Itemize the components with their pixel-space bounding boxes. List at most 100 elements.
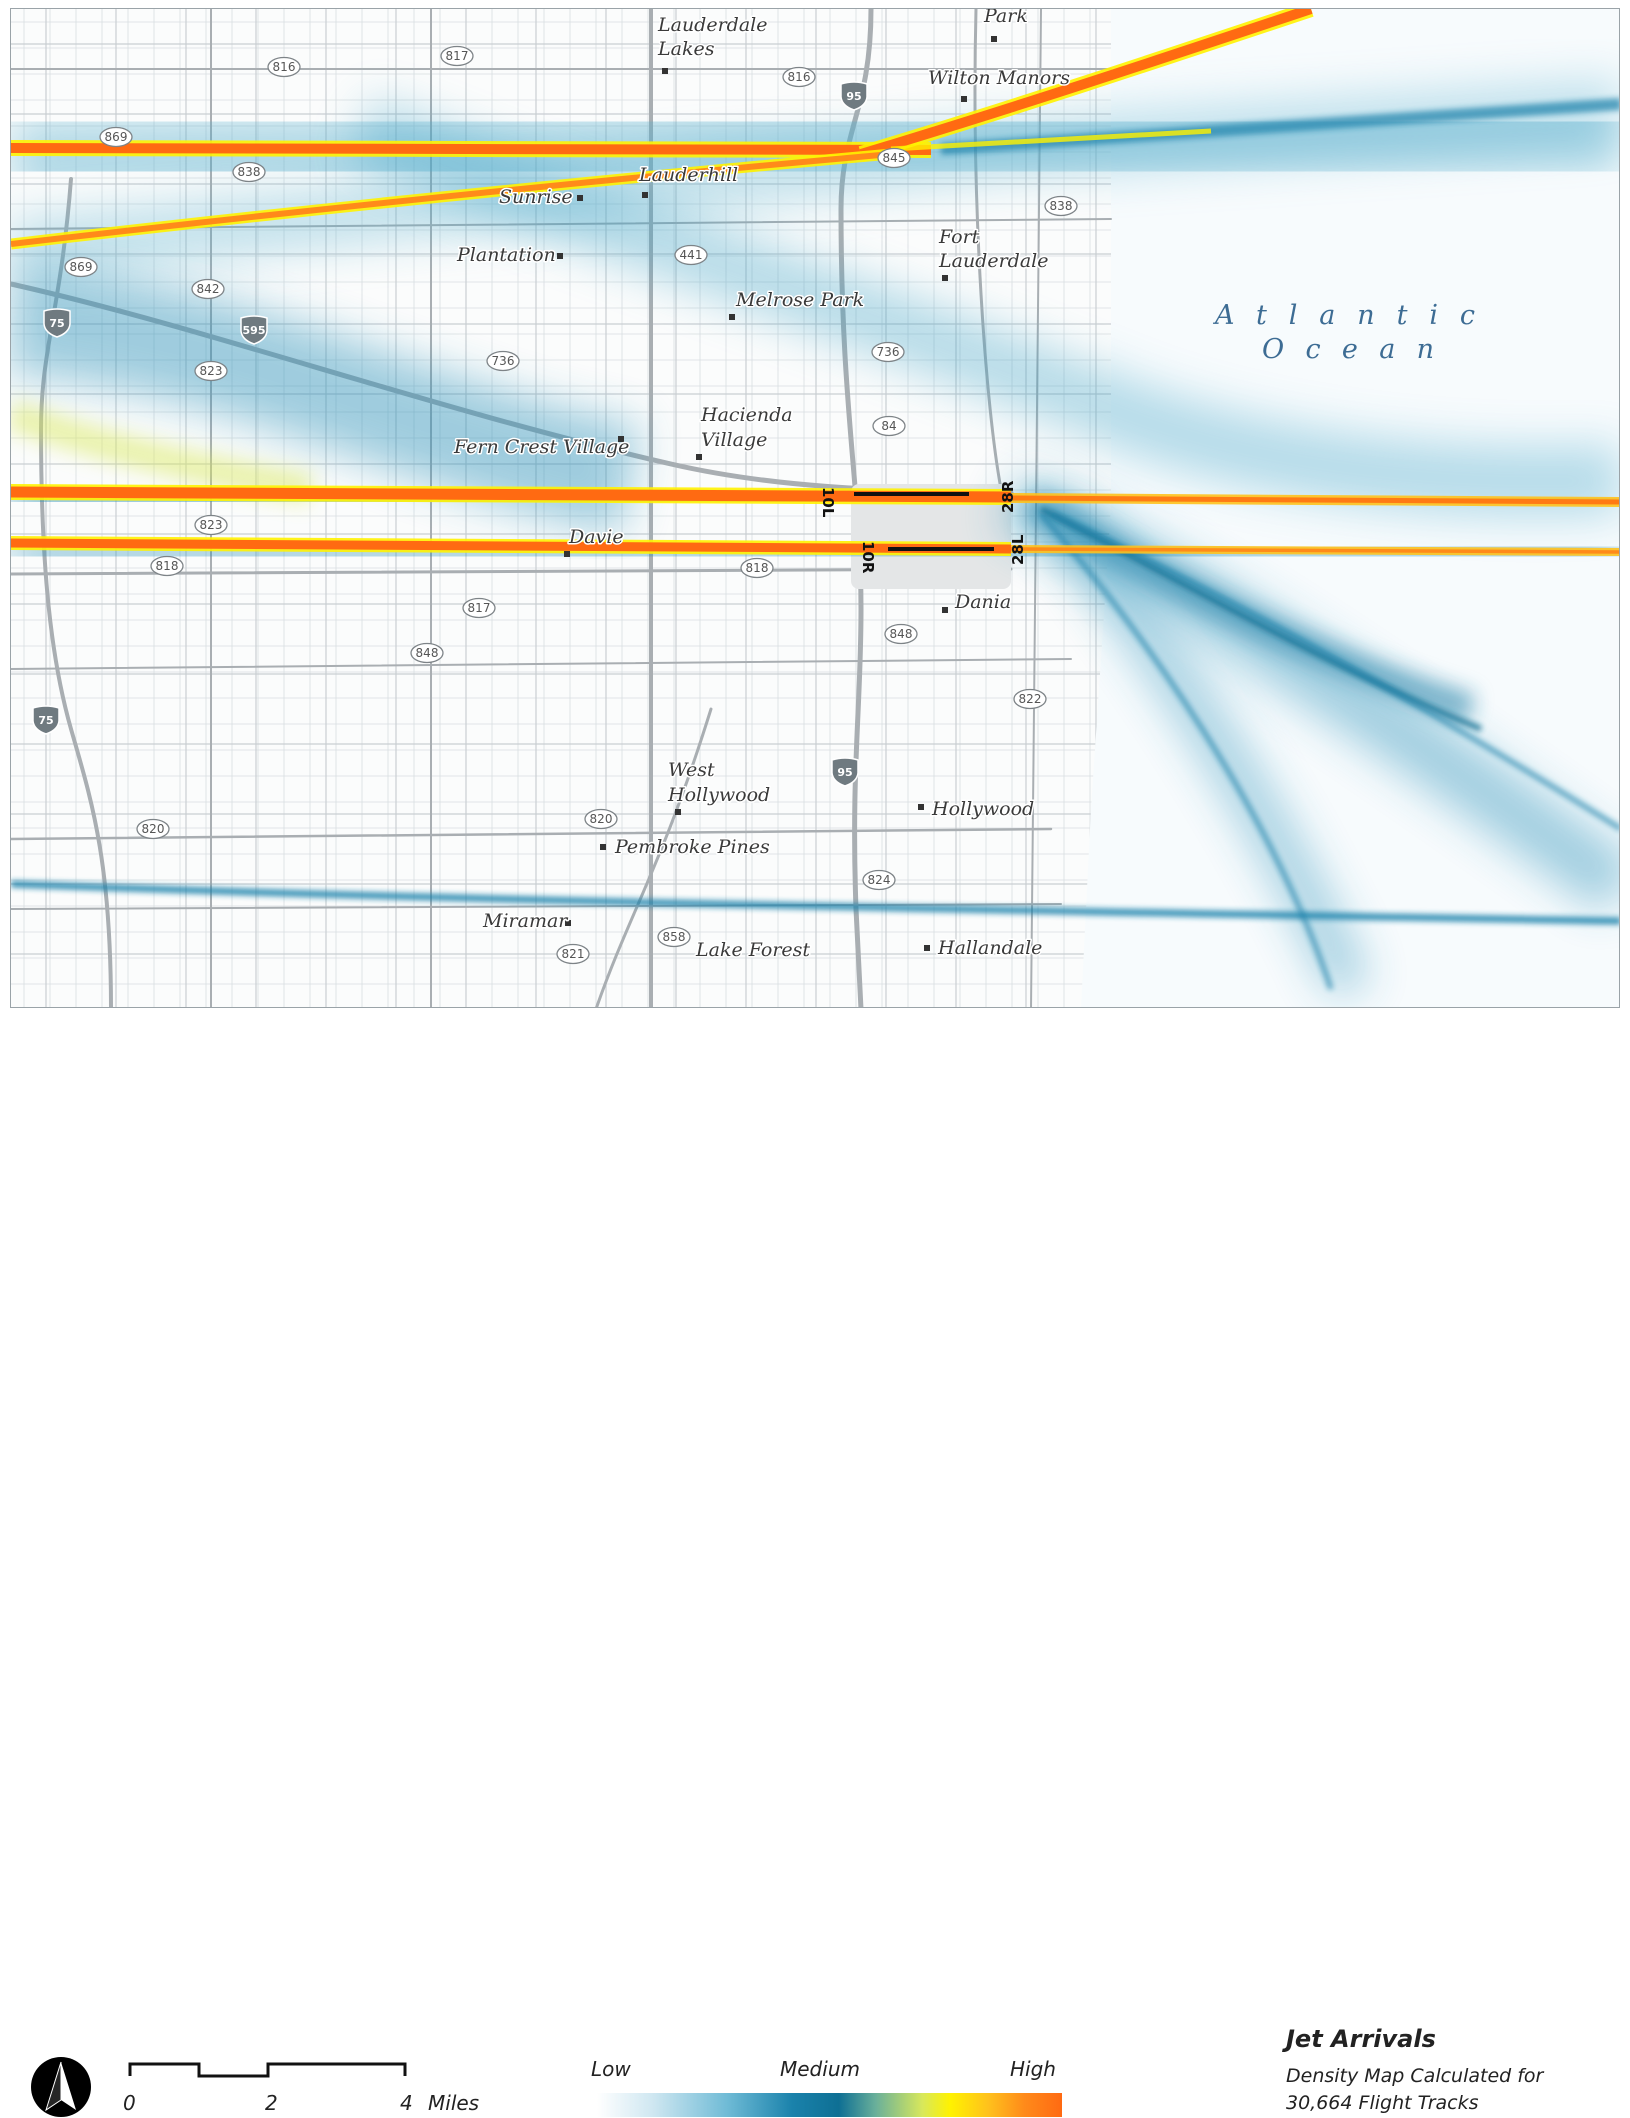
- runway-label-28l: 28L: [1009, 534, 1027, 565]
- interstate-number: 75: [38, 714, 53, 727]
- state-route-number: 848: [416, 646, 439, 660]
- interstate-number: 95: [837, 766, 852, 779]
- state-route-number: 820: [142, 822, 165, 836]
- state-route-shield: 869: [64, 256, 98, 278]
- interstate-shield: 95: [840, 81, 868, 111]
- state-route-number: 817: [446, 49, 469, 63]
- place-label: Davie: [568, 526, 624, 548]
- state-route-shield: 858: [657, 926, 691, 948]
- state-route-number: 869: [105, 130, 128, 144]
- state-route-shield: 84: [872, 415, 906, 437]
- state-route-number: 816: [788, 70, 811, 84]
- legend-subtitle-2: 30,664 Flight Tracks: [1286, 2092, 1479, 2114]
- interstate-shield: 95: [831, 757, 859, 787]
- state-route-shield: 818: [150, 555, 184, 577]
- state-route-number: 822: [1019, 692, 1042, 706]
- state-route-number: 845: [883, 151, 906, 165]
- state-route-number: 817: [468, 601, 491, 615]
- ramp-label-high: High: [1010, 2057, 1056, 2081]
- interstate-shield: 75: [43, 308, 71, 338]
- place-label: Lauderdale: [938, 250, 1048, 272]
- state-route-shield: 848: [884, 623, 918, 645]
- legend-subtitle-1: Density Map Calculated for: [1286, 2065, 1544, 2087]
- state-route-number: 842: [197, 282, 220, 296]
- density-map: 10L 28R 10R 28L Lauderdal: [11, 9, 1619, 1007]
- place-label: Lauderhill: [638, 164, 738, 186]
- place-label: Dania: [954, 591, 1011, 613]
- state-route-number: 824: [868, 873, 891, 887]
- place-labels: Lauderdale Lakes Park Wilton Manors Laud…: [452, 9, 1072, 963]
- place-label: Miramar: [482, 910, 569, 932]
- ramp-label-medium: Medium: [780, 2057, 860, 2081]
- scale-label-4: 4: [400, 2091, 413, 2115]
- density-color-ramp: [597, 2093, 1062, 2117]
- interstate-shield: 75: [32, 705, 60, 735]
- state-route-number: 823: [200, 518, 223, 532]
- state-route-shield: 845: [877, 147, 911, 169]
- state-route-number: 869: [70, 260, 93, 274]
- runway-label-10l: 10L: [819, 487, 837, 518]
- state-route-number: 736: [877, 345, 900, 359]
- state-route-shield: 848: [410, 642, 444, 664]
- state-route-shield: 817: [440, 45, 474, 67]
- state-route-shield: 821: [556, 943, 590, 965]
- route-shields: 816 817 816 869 838 845 838 869 842 441 736 736 823 8…: [64, 45, 1078, 965]
- place-label: Pembroke Pines: [614, 836, 770, 858]
- state-route-number: 858: [663, 930, 686, 944]
- place-label: Park: [983, 9, 1028, 27]
- north-arrow-icon: [31, 2057, 91, 2117]
- place-label: Fort: [938, 226, 980, 248]
- state-route-shield: 818: [740, 557, 774, 579]
- state-route-number: 441: [680, 248, 703, 262]
- legend-title: Jet Arrivals: [1286, 2025, 1436, 2053]
- runways: 10L 28R 10R 28L: [819, 480, 1027, 574]
- place-label: Plantation: [456, 244, 556, 266]
- state-route-shield: 736: [486, 350, 520, 372]
- state-route-shield: 822: [1013, 688, 1047, 710]
- state-route-number: 848: [890, 627, 913, 641]
- state-route-number: 823: [200, 364, 223, 378]
- scale-unit: Miles: [428, 2091, 480, 2115]
- interstate-number: 75: [49, 317, 64, 330]
- state-route-number: 821: [562, 947, 585, 961]
- place-label: Fern Crest Village: [453, 436, 629, 458]
- place-label: Hollywood: [667, 784, 770, 806]
- place-label: Lauderdale: [657, 14, 767, 36]
- state-route-shield: 838: [1044, 195, 1078, 217]
- state-route-shield: 838: [232, 161, 266, 183]
- scale-label-2: 2: [265, 2091, 278, 2115]
- place-label: Sunrise: [499, 186, 573, 208]
- place-label: Melrose Park: [735, 289, 864, 311]
- place-label: West: [668, 759, 715, 781]
- state-route-number: 838: [238, 165, 261, 179]
- interstate-number: 595: [243, 324, 266, 337]
- place-label: Hacienda: [700, 404, 793, 426]
- interstate-shields: 95 75 595 75 95: [32, 81, 868, 787]
- state-route-number: 84: [881, 419, 896, 433]
- place-label: Lake Forest: [695, 939, 810, 961]
- scale-label-0: 0: [123, 2091, 136, 2115]
- state-route-shield: 817: [462, 597, 496, 619]
- state-route-shield: 816: [267, 56, 301, 78]
- map-legend: 0 2 4 Miles Low Medium High Jet Arrivals…: [0, 1008, 1630, 2117]
- state-route-number: 838: [1050, 199, 1073, 213]
- place-label: Lakes: [657, 38, 715, 60]
- state-route-number: 820: [590, 812, 613, 826]
- state-route-shield: 820: [136, 818, 170, 840]
- state-route-number: 818: [746, 561, 769, 575]
- state-route-shield: 824: [862, 869, 896, 891]
- place-label: Hallandale: [937, 937, 1042, 959]
- state-route-shield: 441: [674, 244, 708, 266]
- place-label: Hollywood: [931, 798, 1034, 820]
- ramp-label-low: Low: [591, 2057, 631, 2081]
- state-route-number: 736: [492, 354, 515, 368]
- place-markers: [557, 36, 997, 951]
- state-route-shield: 816: [782, 66, 816, 88]
- state-route-shield: 820: [584, 808, 618, 830]
- interstate-shield: 595: [240, 315, 268, 345]
- state-route-number: 816: [273, 60, 296, 74]
- state-route-shield: 842: [191, 278, 225, 300]
- map-canvas[interactable]: 10L 28R 10R 28L Lauderdal: [10, 8, 1620, 1008]
- high-density-tracks: [11, 9, 1619, 556]
- runway-label-10r: 10R: [859, 541, 877, 574]
